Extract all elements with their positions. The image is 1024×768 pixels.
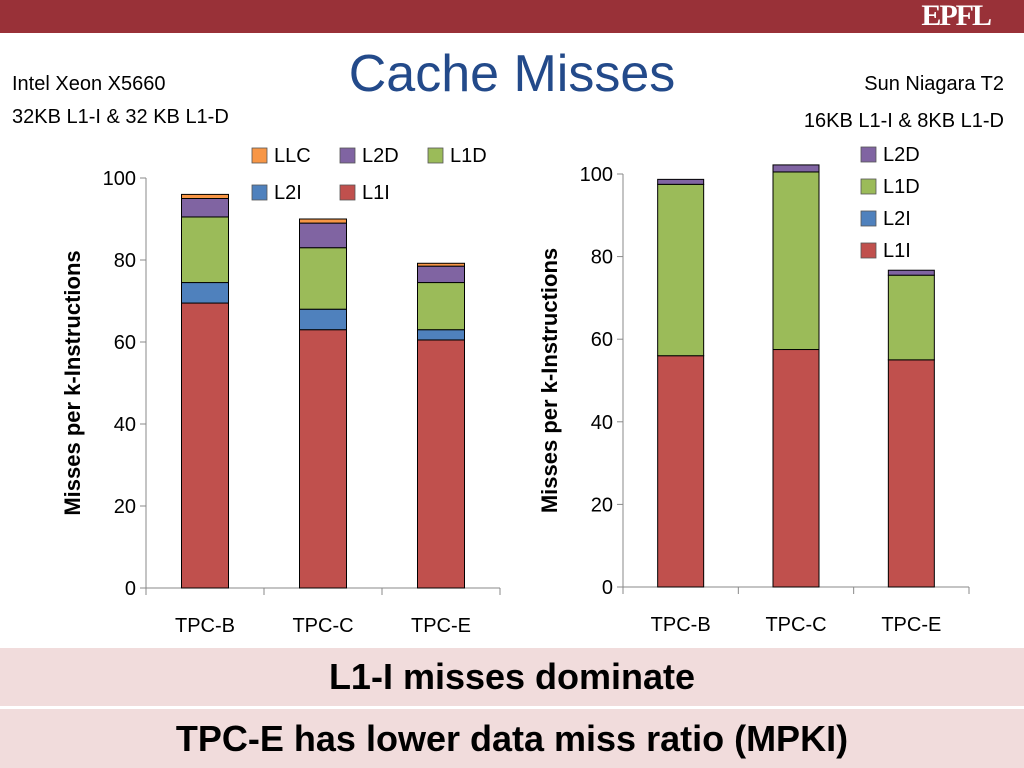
x-category-label: TPC-B [651,614,711,636]
legend-label-llc: LLC [274,145,311,167]
legend-swatch-llc [251,147,268,164]
legend-label-l1i: L1I [883,240,911,262]
legend-swatch-l2i [860,210,877,227]
y-axis-title: Misses per k-Instructions [60,250,85,515]
bar-segment-l1i-tpc-e [417,339,465,589]
bar-segment-l1d-tpc-b [181,216,229,284]
bar-segment-l2d-tpc-e [417,265,465,284]
takeaway-1: L1-I misses dominate [328,656,696,697]
epfl-logo: EPFL [921,0,992,32]
bar-segment-l1d-tpc-e [417,282,465,331]
bar-segment-l1i-tpc-e [887,359,935,588]
legend-swatch-l1d [860,178,877,195]
legend-swatch-l2i [251,184,268,201]
bar-segment-l2d-tpc-b [657,178,705,185]
bar-segment-l1i-tpc-c [299,329,347,589]
legend-label-l1d: L1D [883,176,920,198]
bar-segment-l1d-tpc-b [657,183,705,357]
legend-swatch-l1i [860,242,877,259]
right-system-info: Sun Niagara T2 16KB L1-I & 8KB L1-D [804,66,1004,140]
bar-segment-llc-tpc-e [417,262,465,267]
y-tick-label: 80 [591,247,613,269]
legend-swatch-l1d [427,147,444,164]
bar-segment-l1d-tpc-e [887,274,935,361]
bar-segment-l1i-tpc-c [772,349,820,588]
bar-segment-l1i-tpc-b [181,302,229,589]
y-tick-label: 0 [125,578,136,600]
bar-segment-l1i-tpc-b [657,355,705,588]
x-category-label: TPC-C [765,614,826,636]
y-tick-label: 80 [114,250,136,272]
y-tick-label: 20 [591,494,613,516]
y-tick-label: 60 [591,329,613,351]
takeaway-band-2: TPC-E has lower data miss ratio (MPKI) [0,709,1024,768]
legend-label-l2i: L2I [274,182,302,204]
y-tick-label: 40 [591,412,613,434]
bar-segment-l2i-tpc-e [417,329,465,341]
bar-segment-l1d-tpc-c [772,171,820,351]
y-tick-label: 100 [103,168,136,190]
bar-segment-l2d-tpc-e [887,269,935,276]
right-system-name: Sun Niagara T2 [864,73,1004,95]
legend-label-l1d: L1D [450,145,487,167]
takeaway-2: TPC-E has lower data miss ratio (MPKI) [175,718,849,759]
bar-segment-llc-tpc-c [299,218,347,224]
x-category-label: TPC-C [292,615,353,637]
intel-cache-miss-chart: 0 20 40 60 80 100 TPC-B TPC-C TPC-E Misses per k-… [60,145,501,637]
legend-label-l2d: L2D [362,145,399,167]
bar-segment-l2d-tpc-c [299,222,347,249]
legend-label-l2d: L2D [883,144,920,166]
bar-segment-l2d-tpc-c [772,164,820,173]
top-bar: EPFL [0,0,1024,33]
y-axis-title: Misses per k-Instructions [537,248,562,513]
left-system-cache: 32KB L1-I & 32 KB L1-D [12,106,229,128]
legend-swatch-l2d [860,146,877,163]
legend-label-l1i: L1I [362,182,390,204]
y-tick-label: 20 [114,496,136,518]
legend-swatch-l2d [339,147,356,164]
bar-segment-l1d-tpc-c [299,247,347,310]
bar-segment-l2i-tpc-c [299,308,347,331]
left-system-name: Intel Xeon X5660 [12,73,166,95]
niagara-cache-miss-chart: 0 20 40 60 80 100 TPC-B TPC-C TPC-E Misses per k-… [537,144,970,636]
y-tick-label: 100 [580,164,613,186]
legend-swatch-l1i [339,184,356,201]
y-tick-label: 0 [602,577,613,599]
x-category-label: TPC-E [411,615,471,637]
x-category-label: TPC-B [175,615,235,637]
left-system-info: Intel Xeon X5660 32KB L1-I & 32 KB L1-D [12,68,229,134]
slide-title: Cache Misses [348,45,676,103]
takeaway-band-1: L1-I misses dominate [0,648,1024,706]
bar-segment-llc-tpc-b [181,193,229,200]
y-tick-label: 40 [114,414,136,436]
legend-label-l2i: L2I [883,208,911,230]
right-system-cache: 16KB L1-I & 8KB L1-D [803,110,1004,132]
bar-segment-l2d-tpc-b [181,198,229,218]
y-tick-label: 60 [114,332,136,354]
x-category-label: TPC-E [881,614,941,636]
bar-segment-l2i-tpc-b [181,282,229,304]
